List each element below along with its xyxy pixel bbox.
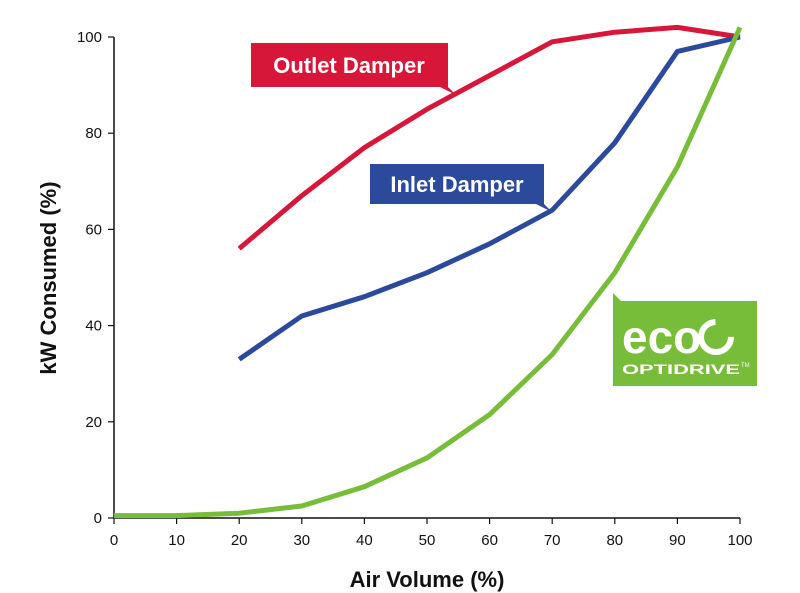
x-tick-label-60: 60	[481, 532, 498, 549]
x-axis-title: Air Volume (%)	[350, 567, 505, 592]
y-axis: 0 20 40 60 80 100	[77, 29, 115, 527]
eco-optidrive-line	[114, 26, 743, 519]
eco-logo-subtitle: OPTIDRIVE	[622, 362, 740, 377]
x-tick-label-100: 100	[727, 532, 752, 549]
x-tick-group: 0 10 20 30 40 50 60 70 80 90 100	[110, 518, 753, 549]
x-tick-label-0: 0	[110, 532, 118, 549]
inlet-damper-label: Inlet Damper	[390, 172, 524, 197]
eco-logo-box	[613, 293, 757, 386]
eco-logo-swirl-icon	[698, 319, 734, 355]
y-tick-label-80: 80	[85, 125, 102, 142]
inlet-damper-callout-shape	[370, 164, 552, 212]
y-tick-label-60: 60	[85, 221, 102, 238]
eco-logo-word: eco	[622, 311, 701, 363]
x-tick-label-40: 40	[356, 532, 373, 549]
eco-logo-trademark: TM	[741, 363, 750, 369]
y-tick-label-0: 0	[94, 510, 102, 527]
x-tick-label-10: 10	[168, 532, 185, 549]
x-tick-label-80: 80	[606, 532, 623, 549]
outlet-damper-label: Outlet Damper	[273, 53, 425, 78]
y-tick-label-40: 40	[85, 318, 102, 335]
x-tick-label-70: 70	[544, 532, 561, 549]
y-axis-title: kW Consumed (%)	[36, 181, 61, 374]
x-tick-label-20: 20	[231, 532, 248, 549]
y-tick-group: 0 20 40 60 80 100	[77, 29, 114, 527]
outlet-damper-line	[237, 24, 741, 251]
x-tick-label-30: 30	[293, 532, 310, 549]
x-axis: 0 10 20 30 40 50 60 70 80 90 100	[110, 517, 753, 549]
eco-optidrive-logo: eco OPTIDRIVE TM	[613, 293, 757, 386]
outlet-damper-callout: Outlet Damper	[251, 43, 456, 95]
outlet-damper-callout-shape	[251, 43, 456, 95]
x-tick-label-50: 50	[419, 532, 436, 549]
x-tick-label-90: 90	[669, 532, 686, 549]
series-lines	[114, 24, 743, 519]
inlet-damper-callout: Inlet Damper	[370, 164, 552, 212]
y-tick-label-20: 20	[85, 414, 102, 431]
y-tick-label-100: 100	[77, 29, 102, 46]
inlet-damper-line	[237, 34, 741, 362]
